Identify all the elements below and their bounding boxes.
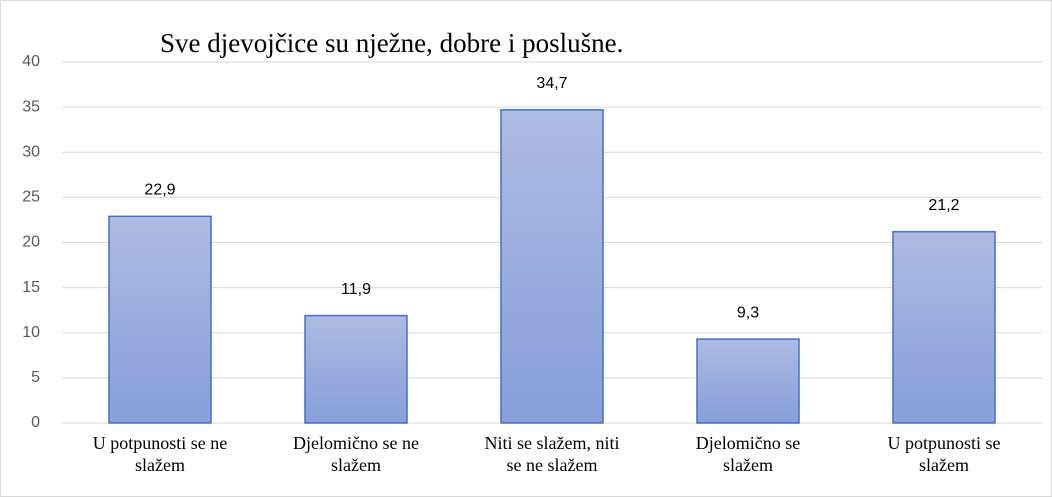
marks: 22,9 11,9 34,7 9,3 21,2 xyxy=(108,75,996,424)
chart-title: Sve djevojčice su nježne, dobre i posluš… xyxy=(160,28,623,58)
y-tick-label: 10 xyxy=(22,324,40,341)
data-label: 9,3 xyxy=(737,304,759,321)
x-tick-label: U potpunosti se slažem xyxy=(887,433,1001,475)
x-tick-label: Niti se slažem, niti se ne slažem xyxy=(484,433,620,475)
y-tick-label: 25 xyxy=(22,189,40,206)
data-label: 11,9 xyxy=(341,281,371,298)
y-tick-label: 15 xyxy=(22,279,40,296)
data-label: 21,2 xyxy=(928,197,959,214)
x-tick-label: Djelomično se ne slažem xyxy=(293,433,419,475)
bar xyxy=(892,230,996,424)
x-tick-label: U potpunosti se ne slažem xyxy=(92,433,228,475)
y-tick-label: 5 xyxy=(31,369,40,386)
bar xyxy=(304,314,408,424)
bar xyxy=(108,215,212,424)
y-tick-label: 40 xyxy=(22,53,40,70)
bar xyxy=(696,338,800,424)
bar xyxy=(500,109,604,424)
y-tick-label: 35 xyxy=(22,98,40,115)
y-tick-label: 20 xyxy=(22,234,40,251)
data-label: 34,7 xyxy=(536,75,567,92)
y-tick-label: 0 xyxy=(31,414,40,431)
data-label: 22,9 xyxy=(144,182,175,199)
x-tick-label: Djelomično se slažem xyxy=(695,433,801,475)
y-tick-label: 30 xyxy=(22,143,40,160)
